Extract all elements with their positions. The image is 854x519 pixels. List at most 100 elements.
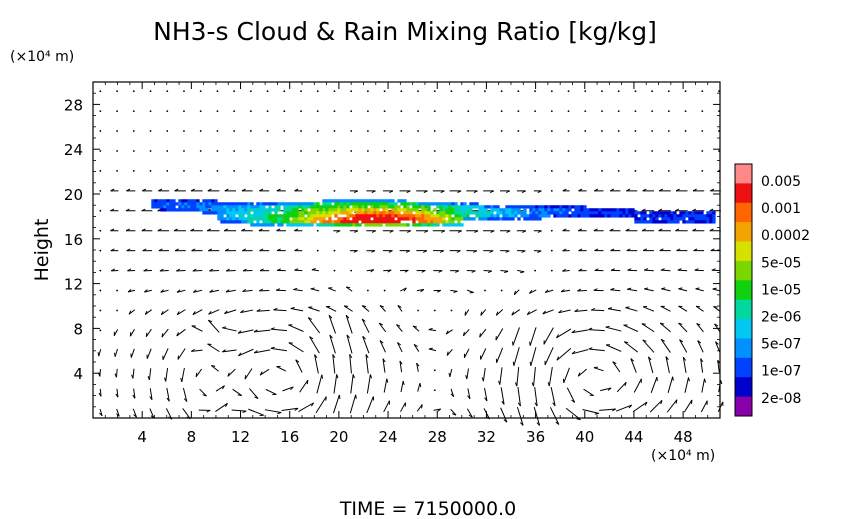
wind-vector-head	[441, 230, 446, 233]
cloud-cell	[217, 214, 221, 218]
cloud-cell	[280, 214, 284, 218]
cloud-cell	[457, 217, 461, 221]
wind-vector-dot	[417, 90, 419, 93]
cloud-cell	[259, 208, 263, 212]
wind-vector	[264, 409, 282, 414]
cloud-cell	[676, 220, 680, 224]
cloud-cell	[577, 208, 581, 212]
cloud-cell	[517, 211, 521, 215]
cloud-cell	[370, 220, 374, 224]
wind-vector-head	[371, 230, 376, 233]
wind-vector	[166, 387, 170, 402]
wind-vector-dot	[183, 110, 185, 113]
cloud-cell	[163, 199, 167, 203]
cloud-cell	[706, 217, 710, 221]
cloud-cell	[631, 208, 635, 212]
cloud-cell	[388, 205, 392, 209]
cloud-cell	[238, 217, 242, 221]
cloud-cell	[334, 205, 338, 209]
cloud-cell	[511, 211, 515, 215]
cloud-cell	[403, 223, 407, 227]
cloud-cell	[403, 208, 407, 212]
cloud-cell	[538, 211, 542, 215]
wind-vector	[346, 334, 353, 354]
colorbar-label: 1e-07	[761, 364, 801, 380]
wind-vector-head	[628, 404, 633, 409]
wind-vector	[343, 305, 353, 312]
wind-vector-head	[471, 270, 476, 273]
wind-vector-head	[678, 322, 683, 325]
cloud-cell	[337, 217, 341, 221]
wind-vector	[161, 328, 169, 338]
wind-vector	[224, 309, 237, 315]
cloud-cell	[481, 208, 485, 212]
cloud-cell	[442, 214, 446, 218]
cloud-cell	[247, 214, 251, 218]
cloud-cell	[217, 202, 221, 206]
cloud-cell	[697, 214, 701, 218]
cloud-cell	[388, 220, 392, 224]
cloud-cell	[460, 202, 464, 206]
wind-vector-head	[131, 374, 134, 379]
cloud-cell	[250, 223, 254, 227]
wind-vector-head	[98, 392, 102, 397]
cloud-cell	[571, 214, 575, 218]
wind-vector-head	[531, 382, 535, 387]
cloud-cell	[400, 199, 404, 203]
wind-vector-head	[242, 248, 247, 252]
cloud-cell	[481, 211, 485, 215]
cloud-cell	[454, 205, 458, 209]
cloud-cell	[640, 214, 644, 218]
cloud-cell	[274, 202, 278, 206]
cloud-cell	[385, 208, 389, 212]
wind-vector-head	[677, 268, 682, 271]
cloud-cell	[664, 214, 668, 218]
wind-vector-dot	[400, 110, 403, 113]
wind-vector-head	[192, 268, 197, 272]
wind-vector-dot	[433, 309, 436, 312]
cloud-cell	[163, 208, 167, 212]
cloud-cell	[151, 205, 155, 209]
wind-vector-head	[521, 250, 526, 253]
cloud-cell	[610, 208, 614, 212]
cloud-cell	[604, 208, 608, 212]
cloud-cell	[478, 211, 482, 215]
wind-vector	[132, 408, 137, 418]
wind-vector	[349, 354, 352, 374]
wind-vector-head	[237, 330, 242, 334]
cloud-cell	[319, 211, 323, 215]
cloud-cell	[280, 202, 284, 206]
wind-vector	[259, 368, 270, 376]
wind-vector-head	[421, 270, 426, 273]
wind-vector-head	[143, 268, 148, 272]
cloud-cell	[424, 214, 428, 218]
cloud-cell	[310, 214, 314, 218]
wind-vector-dot	[684, 150, 687, 152]
wind-vector-head	[158, 248, 163, 252]
wind-vector	[450, 289, 458, 292]
wind-vector	[583, 388, 594, 397]
colorbar-label: 2e-06	[761, 310, 801, 326]
cloud-cell	[160, 199, 164, 203]
cloud-cell	[247, 205, 251, 209]
wind-vector-head	[311, 268, 316, 271]
cloud-cell	[364, 205, 368, 209]
wind-vector-head	[174, 248, 179, 252]
cloud-cell	[508, 211, 512, 215]
cloud-cell	[334, 211, 338, 215]
cloud-cell	[670, 211, 674, 215]
cloud-cell	[559, 214, 563, 218]
wind-vector-head	[455, 270, 460, 273]
cloud-cell	[259, 205, 263, 209]
cloud-cell	[487, 214, 491, 218]
cloud-cell	[340, 211, 344, 215]
wind-vector-dot	[584, 110, 587, 113]
cloud-cell	[241, 211, 245, 215]
wind-vector	[644, 269, 654, 272]
cloud-cell	[388, 211, 392, 215]
cloud-cell	[340, 217, 344, 221]
cloud-cell	[352, 223, 356, 227]
cloud-cell	[247, 202, 251, 206]
cloud-cell	[538, 205, 542, 209]
wind-vector-dot	[249, 150, 252, 152]
